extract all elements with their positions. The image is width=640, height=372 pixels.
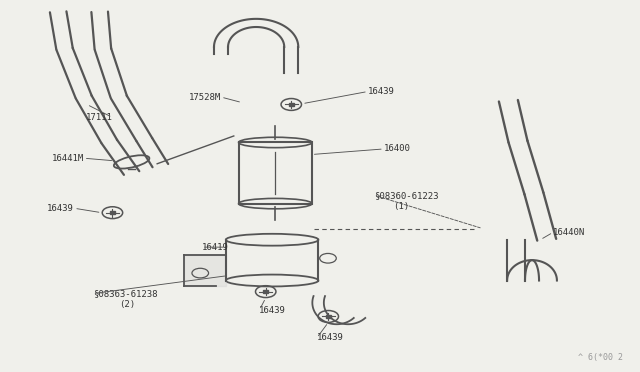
Text: §08360-61223: §08360-61223: [374, 191, 439, 200]
Polygon shape: [184, 254, 226, 286]
Text: (1): (1): [394, 202, 410, 211]
Bar: [263, 290, 268, 293]
Text: 16439: 16439: [317, 333, 344, 343]
Text: 16439: 16439: [259, 306, 286, 315]
Text: (2): (2): [119, 300, 135, 309]
Text: §08363-61238: §08363-61238: [93, 289, 158, 298]
Text: 16419: 16419: [202, 243, 228, 251]
Text: 17111: 17111: [86, 113, 113, 122]
Text: 16441M: 16441M: [51, 154, 84, 163]
Text: ^ 6(*00 2: ^ 6(*00 2: [579, 353, 623, 362]
Bar: [289, 103, 294, 106]
Text: 16439: 16439: [47, 204, 74, 213]
Text: 16439: 16439: [368, 87, 395, 96]
Bar: [239, 142, 312, 203]
Text: 17528M: 17528M: [189, 93, 221, 102]
Text: 16440N: 16440N: [553, 228, 586, 237]
Bar: [326, 315, 331, 318]
Text: 16400: 16400: [384, 144, 411, 153]
Bar: [110, 211, 115, 214]
